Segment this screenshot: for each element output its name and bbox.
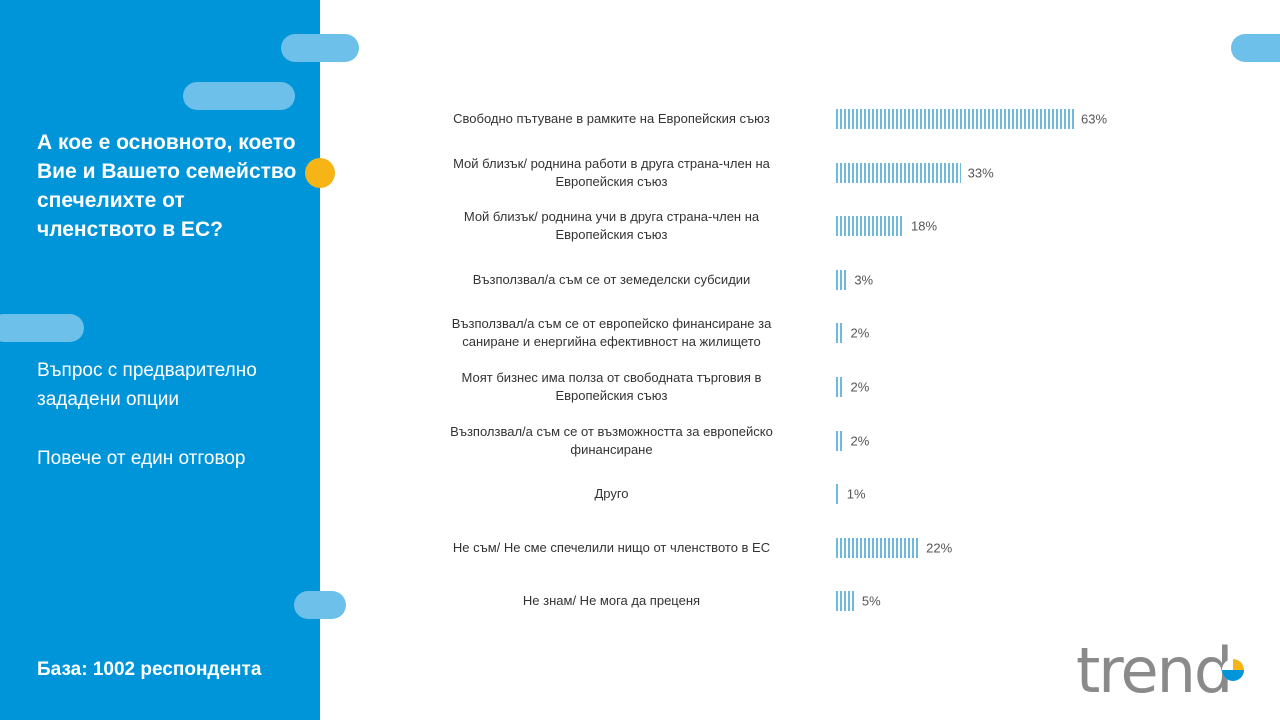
bar-row: Свободно пътуване в рамките на Европейск… bbox=[420, 92, 1180, 146]
bar-row: Възползвал/а съм се от земеделски субсид… bbox=[420, 253, 1180, 307]
bar bbox=[836, 377, 844, 397]
bar-category-label: Не съм/ Не сме спечелили нищо от членств… bbox=[452, 539, 771, 555]
bar-row: Мой близък/ роднина работи в друга стран… bbox=[420, 146, 1180, 200]
bar bbox=[836, 591, 855, 612]
bar-value-label: 3% bbox=[854, 272, 874, 288]
note-predefined-options: Въпрос с предварително зададени опции bbox=[37, 360, 257, 410]
logo-text: trend bbox=[1076, 636, 1231, 700]
left-panel: А кое е основното, което Вие и Вашето се… bbox=[0, 0, 320, 720]
bar-category-label: Възползвал/а съм се от възможността за е… bbox=[450, 423, 773, 457]
note-multiple-answers: Повече от един отговор bbox=[37, 448, 246, 469]
logo-mark-yellow bbox=[1233, 659, 1244, 670]
bar-category-label: Мой близък/ роднина учи в друга страна-ч… bbox=[463, 209, 760, 243]
bar-category-label: Не знам/ Не мога да преценя bbox=[522, 593, 701, 609]
bar-category-label: Друго bbox=[594, 486, 629, 502]
bar-category-label: Моят бизнес има полза от свободната търг… bbox=[461, 370, 762, 403]
decor-pill-bottom bbox=[294, 591, 346, 619]
bar-row: Моят бизнес има полза от свободната търг… bbox=[420, 360, 1180, 414]
bar-value-label: 22% bbox=[926, 540, 953, 556]
bar bbox=[836, 162, 961, 183]
bar-chart: Свободно пътуване в рамките на Европейск… bbox=[420, 92, 1180, 632]
bar-category-label: Свободно пътуване в рамките на Европейск… bbox=[453, 111, 770, 126]
trend-logo: trend bbox=[1076, 636, 1244, 700]
bar-row: Мой близък/ роднина учи в друга страна-ч… bbox=[420, 199, 1180, 253]
question-title: А кое е основното, което Вие и Вашето се… bbox=[37, 131, 297, 241]
bar-row: Не съм/ Не сме спечелили нищо от членств… bbox=[420, 521, 1180, 575]
decor-yellow-dot bbox=[305, 158, 335, 188]
bar-category-label: Възползвал/а съм се от земеделски субсид… bbox=[472, 271, 751, 287]
bar-row: Друго 1% bbox=[420, 467, 1180, 521]
base-respondents: База: 1002 респондента bbox=[37, 659, 262, 680]
bar-value-label: 18% bbox=[911, 218, 938, 234]
bar-row: Възползвал/а съм се от възможността за е… bbox=[420, 414, 1180, 468]
bar bbox=[836, 216, 904, 237]
bar bbox=[836, 269, 848, 290]
decor-pill-top-right bbox=[1231, 34, 1280, 62]
bar bbox=[836, 109, 1074, 129]
bar-value-label: 33% bbox=[967, 165, 994, 181]
bar bbox=[836, 323, 844, 344]
bar-category-label: Мой близък/ роднина работи в друга стран… bbox=[453, 155, 770, 189]
decor-pill-top bbox=[281, 34, 359, 62]
bar-value-label: 2% bbox=[850, 325, 870, 341]
bar-value-label: 5% bbox=[861, 593, 881, 609]
bar-value-label: 1% bbox=[846, 486, 866, 502]
bar bbox=[836, 537, 920, 558]
bar-category-label: Възползвал/а съм се от европейско финанс… bbox=[451, 316, 772, 350]
logo-mark-blue bbox=[1222, 670, 1244, 681]
bar bbox=[836, 484, 840, 505]
bar-row: Възползвал/а съм се от европейско финанс… bbox=[420, 306, 1180, 360]
bar-value-label: 2% bbox=[850, 433, 870, 449]
bar-value-label: 63% bbox=[1081, 111, 1108, 127]
bar bbox=[836, 430, 844, 451]
decor-pill-upper-left bbox=[183, 82, 295, 110]
decor-pill-mid-left bbox=[0, 314, 84, 342]
bar-value-label: 2% bbox=[850, 379, 870, 395]
bar-row: Не знам/ Не мога да преценя 5% bbox=[420, 574, 1180, 628]
